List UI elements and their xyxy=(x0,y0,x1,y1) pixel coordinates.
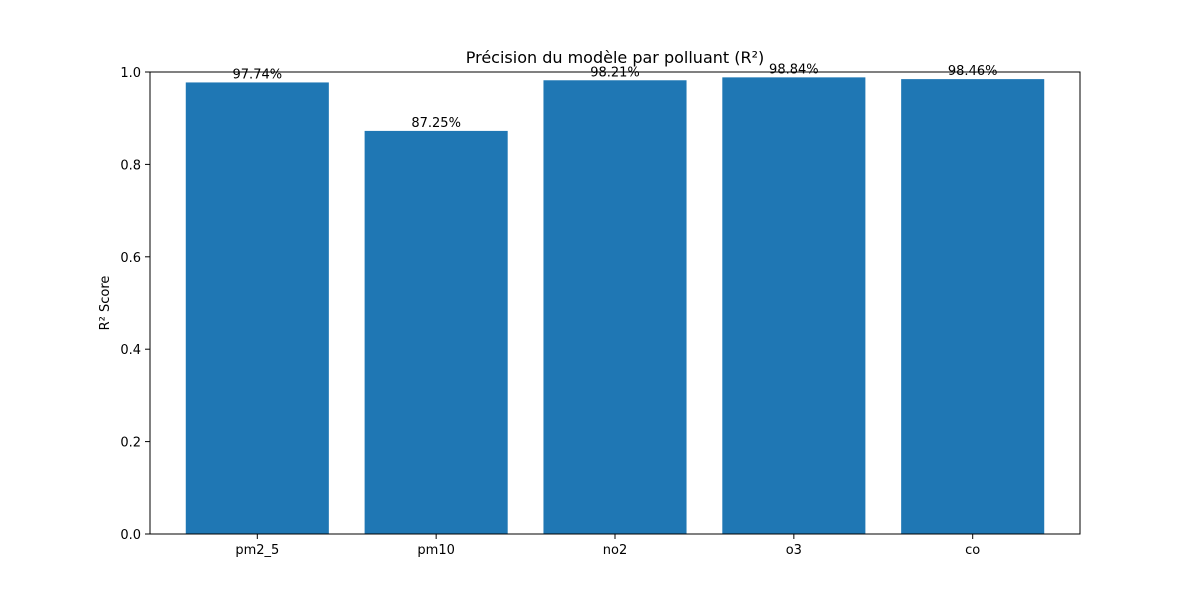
bar-no2 xyxy=(543,80,687,534)
x-axis-ticks: pm2_5 pm10 no2 o3 co xyxy=(235,534,980,558)
x-tick-label-o3: o3 xyxy=(786,543,802,558)
bar-co xyxy=(901,79,1045,534)
y-tick-label-4: 0.8 xyxy=(120,158,141,173)
y-tick-label-2: 0.4 xyxy=(120,343,141,358)
data-label-pm2_5: 97.74% xyxy=(233,67,283,82)
plot-area-frame xyxy=(149,71,1081,535)
data-labels-group: 97.74%87.25%98.21% 98.84% 98.46% xyxy=(233,62,998,131)
bar-o3 xyxy=(722,77,866,535)
x-tick-label-co: co xyxy=(965,543,980,558)
bar-pm10 xyxy=(364,130,508,534)
x-tick-label-pm10: pm10 xyxy=(417,543,454,558)
y-tick-label-3: 0.6 xyxy=(120,251,141,266)
y-axis-ticks: 0.0 0.2 0.4 0.6 0.8 1.0 xyxy=(120,66,150,543)
y-tick-label-1: 0.2 xyxy=(120,436,141,451)
bar-pm2_5 xyxy=(185,82,329,535)
data-label-o3: 98.84% xyxy=(769,62,819,77)
y-axis-label: R² Score xyxy=(98,276,113,331)
x-tick-label-pm2_5: pm2_5 xyxy=(235,543,279,558)
y-tick-label-5: 1.0 xyxy=(120,66,141,81)
y-tick-label-0: 0.0 xyxy=(120,528,141,543)
data-label-no2: 98.21% xyxy=(590,65,640,80)
chart-title: Précision du modèle par polluant (R²) xyxy=(466,48,765,67)
x-tick-label-no2: no2 xyxy=(603,543,627,558)
data-label-pm10: 87.25% xyxy=(411,116,461,131)
bars-group xyxy=(185,77,1045,535)
